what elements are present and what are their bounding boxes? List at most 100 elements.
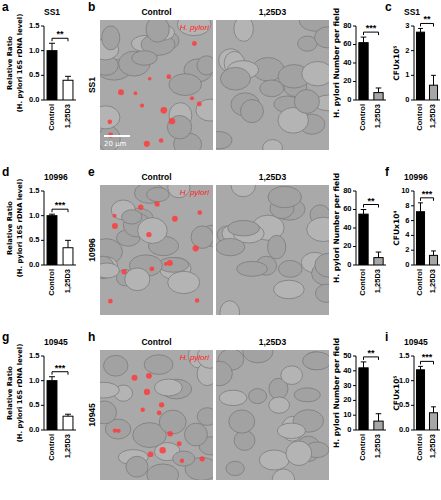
panel-letter: a	[2, 0, 9, 14]
y-tick-label: 20	[343, 241, 351, 250]
error-bar	[431, 407, 436, 413]
chart-title: SS1	[44, 7, 60, 17]
y-tick-label: 1.0	[29, 46, 39, 55]
bar	[47, 51, 57, 100]
fluorescent-signal	[144, 389, 150, 395]
microscopy-panel: bSS1Control1,25D3H. pylori20 μm	[87, 0, 343, 156]
bar	[359, 214, 368, 265]
y-tick	[353, 228, 356, 229]
cell	[228, 220, 260, 235]
y-tick	[353, 209, 356, 210]
figure: bSS1Control1,25D3H. pylori20 μme10996Con…	[0, 0, 441, 500]
fluorescent-signal	[195, 298, 200, 303]
y-tick-label: 20	[343, 76, 351, 85]
error-cap	[49, 376, 55, 377]
y-tick	[353, 44, 356, 45]
error-bar	[361, 362, 367, 368]
y-tick-label: 50	[343, 351, 351, 360]
y-tick	[353, 400, 356, 401]
bar	[374, 93, 383, 100]
significance-label: **	[423, 14, 431, 24]
cell	[231, 185, 255, 197]
error-bar	[49, 214, 55, 215]
significance-bracket: **	[364, 196, 379, 208]
y-tick-label: 0.0	[29, 260, 39, 269]
y-tick-label: 1.5	[29, 186, 39, 195]
y-axis-label: CFUx10⁴	[392, 210, 401, 245]
cell	[281, 366, 303, 385]
chart-title: 10996	[404, 172, 428, 182]
y-tick	[41, 380, 44, 381]
fluorescent-signal	[148, 451, 154, 457]
bar	[429, 413, 437, 430]
scale-bar-label: 20 μm	[104, 140, 127, 148]
bar	[47, 381, 57, 430]
error-bar	[376, 252, 382, 258]
y-tick-label: 1.0	[29, 376, 39, 385]
error-cap	[361, 209, 367, 210]
y-tick-label: 40	[343, 223, 351, 232]
microscopy-image	[100, 20, 213, 150]
y-tick-label: 0.0	[399, 425, 409, 434]
x-tick-label: 1,25D3	[373, 434, 382, 458]
error-stem	[363, 37, 364, 43]
cell	[216, 132, 232, 149]
cell	[167, 115, 191, 138]
fluorescent-signal	[112, 223, 118, 229]
y-tick	[41, 240, 44, 241]
significance-bracket: ***	[421, 189, 434, 201]
cell	[144, 355, 173, 375]
y-tick-label: 0	[347, 95, 351, 104]
chart-title: 10996	[44, 172, 68, 182]
y-tick-label: 10	[343, 410, 351, 419]
fluorescent-signal	[108, 299, 113, 304]
error-bar	[65, 76, 71, 80]
error-bar	[431, 75, 436, 85]
y-tick-label: 8	[405, 201, 409, 210]
cell	[243, 350, 273, 363]
y-tick-label: 3	[405, 21, 409, 30]
y-tick	[353, 81, 356, 82]
fluorescent-signal	[180, 458, 184, 462]
fluorescent-signal	[140, 103, 144, 107]
error-cap	[65, 76, 71, 77]
plot-area	[47, 377, 73, 430]
y-tick	[41, 356, 44, 357]
y-axis	[414, 26, 415, 100]
y-tick-label: 1.5	[29, 21, 39, 30]
fluorescent-signal	[159, 447, 165, 453]
cell	[100, 382, 119, 398]
x-tick-label: Control	[358, 104, 367, 131]
microscopy-image	[216, 185, 329, 315]
x-tick-label: Control	[47, 434, 56, 461]
cell	[274, 280, 305, 299]
error-bar	[376, 414, 382, 421]
error-bar	[376, 88, 382, 93]
fluorescent-signal	[148, 77, 152, 81]
y-tick-label: 0.0	[29, 425, 39, 434]
y-tick	[411, 75, 414, 76]
y-tick	[411, 405, 414, 406]
cell	[260, 80, 284, 97]
fluorescent-signal	[177, 441, 182, 446]
error-stem	[52, 43, 53, 50]
cell	[226, 461, 244, 475]
y-tick-label: 60	[343, 204, 351, 213]
y-tick	[353, 430, 356, 431]
bar-chart: aSS1Relative Ratio(H. pylori 16S rDNA le…	[2, 0, 76, 131]
y-tick	[41, 405, 44, 406]
fluorescent-signal	[160, 107, 167, 114]
fluorescent-signal	[159, 138, 164, 143]
error-cap	[376, 252, 382, 253]
significance-label: ***	[55, 363, 66, 373]
fluorescent-signal	[132, 375, 138, 381]
fluorescent-signal	[193, 245, 199, 251]
cell	[249, 389, 267, 404]
plot-area	[416, 203, 437, 265]
fluorescent-signal	[157, 411, 162, 416]
bar	[63, 416, 73, 430]
cell	[220, 301, 240, 315]
plot-area	[416, 366, 437, 430]
y-axis	[44, 26, 45, 100]
image-header: 1,25D3	[259, 7, 287, 17]
